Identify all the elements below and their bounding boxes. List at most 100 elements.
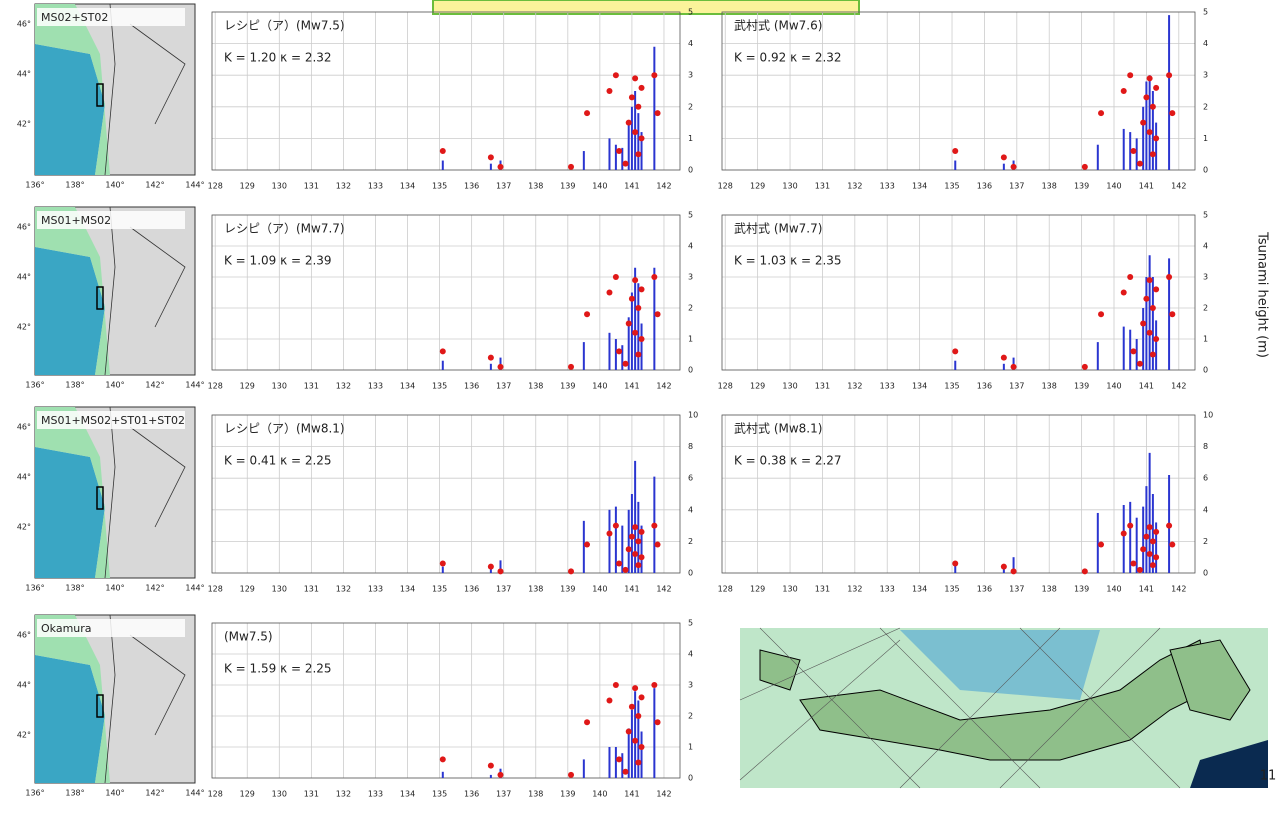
observed-point [568, 364, 574, 370]
observed-point [1166, 72, 1172, 78]
y-tick-label: 6 [1203, 474, 1208, 483]
x-tick-label: 135 [944, 382, 959, 391]
overview-map [740, 628, 1268, 788]
x-tick-label: 132 [336, 182, 351, 191]
chart-subtitle: K = 1.20 κ = 2.32 [224, 51, 332, 65]
x-tick-label: 134 [400, 585, 415, 594]
chart: 1281291301311321331341351361371381391401… [718, 211, 1208, 391]
y-tick-label: 0 [1203, 569, 1208, 578]
observed-point [632, 330, 638, 336]
observed-point [1147, 524, 1153, 530]
observed-point [1150, 562, 1156, 568]
observed-point [568, 568, 574, 574]
x-tick-label: 131 [815, 382, 830, 391]
x-tick-label: 142 [1171, 382, 1186, 391]
observed-point [623, 361, 629, 367]
observed-point [639, 554, 645, 560]
x-tick-label: 137 [496, 585, 511, 594]
observed-point [497, 568, 503, 574]
x-tick-label: 128 [208, 182, 223, 191]
observed-point [623, 567, 629, 573]
observed-point [952, 148, 958, 154]
map-x-tick: 138° [65, 584, 84, 593]
map-x-tick: 144° [185, 181, 204, 190]
observed-point [488, 564, 494, 570]
map-x-tick: 138° [65, 789, 84, 798]
x-tick-label: 132 [336, 585, 351, 594]
x-tick-label: 142 [656, 585, 671, 594]
x-tick-label: 139 [1074, 585, 1089, 594]
chart-title: (Mw7.5) [224, 630, 273, 644]
x-tick-label: 133 [368, 790, 383, 799]
observed-point [1150, 151, 1156, 157]
observed-point [639, 336, 645, 342]
observed-point [1140, 321, 1146, 327]
y-tick-label: 4 [688, 505, 693, 514]
x-tick-label: 128 [718, 585, 733, 594]
x-tick-label: 139 [1074, 382, 1089, 391]
y-tick-label: 2 [688, 102, 693, 111]
x-tick-label: 138 [1042, 585, 1057, 594]
observed-point [629, 94, 635, 100]
x-tick-label: 135 [944, 585, 959, 594]
observed-point [635, 305, 641, 311]
y-tick-label: 8 [1203, 442, 1208, 451]
x-tick-label: 129 [240, 382, 255, 391]
observed-point [1121, 531, 1127, 537]
y-tick-label: 5 [688, 211, 693, 220]
x-tick-label: 130 [272, 585, 287, 594]
x-tick-label: 130 [272, 790, 287, 799]
x-tick-label: 133 [368, 585, 383, 594]
observed-point [1011, 164, 1017, 170]
y-tick-label: 0 [1203, 166, 1208, 175]
map-x-tick: 138° [65, 181, 84, 190]
observed-point [952, 561, 958, 567]
observed-point [440, 348, 446, 354]
observed-point [1150, 352, 1156, 358]
x-tick-label: 136 [977, 585, 992, 594]
chart-title: レシピ（ア）(Mw7.7) [224, 222, 345, 236]
x-tick-label: 138 [528, 182, 543, 191]
y-tick-label: 2 [688, 537, 693, 546]
observed-point [606, 88, 612, 94]
x-tick-label: 141 [624, 790, 639, 799]
observed-point [632, 738, 638, 744]
x-tick-label: 129 [240, 585, 255, 594]
map-x-tick: 138° [65, 381, 84, 390]
observed-point [1098, 110, 1104, 116]
observed-point [1137, 161, 1143, 167]
observed-point [655, 719, 661, 725]
x-tick-label: 136 [464, 382, 479, 391]
observed-point [629, 704, 635, 710]
observed-point [497, 164, 503, 170]
x-tick-label: 133 [880, 585, 895, 594]
chart-subtitle: K = 0.38 κ = 2.27 [734, 454, 842, 468]
x-tick-label: 134 [400, 382, 415, 391]
map-x-tick: 144° [185, 381, 204, 390]
x-tick-label: 129 [750, 585, 765, 594]
y-tick-label: 0 [688, 166, 693, 175]
map-y-tick: 42° [17, 523, 31, 532]
x-tick-label: 128 [208, 382, 223, 391]
chart-subtitle: K = 1.09 κ = 2.39 [224, 254, 332, 268]
x-tick-label: 134 [912, 585, 927, 594]
map-y-tick: 46° [17, 423, 31, 432]
observed-point [626, 120, 632, 126]
observed-point [635, 562, 641, 568]
x-tick-label: 137 [1009, 585, 1024, 594]
observed-point [584, 110, 590, 116]
observed-point [1001, 355, 1007, 361]
x-tick-label: 130 [782, 382, 797, 391]
x-tick-label: 132 [336, 382, 351, 391]
x-tick-label: 140 [1106, 182, 1121, 191]
observed-point [613, 523, 619, 529]
x-tick-label: 138 [528, 382, 543, 391]
x-tick-label: 133 [880, 382, 895, 391]
observed-point [651, 682, 657, 688]
map-x-tick: 142° [145, 789, 164, 798]
y-tick-label: 10 [688, 411, 698, 420]
observed-point [1147, 75, 1153, 81]
observed-point [639, 529, 645, 535]
observed-point [651, 523, 657, 529]
observed-point [1153, 135, 1159, 141]
